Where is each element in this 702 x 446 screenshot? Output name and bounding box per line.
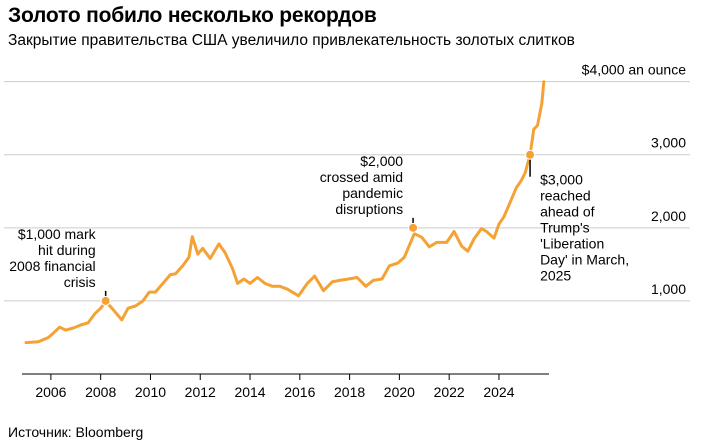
x-tick-label-2024: 2024 <box>483 384 514 400</box>
annotation-line-1-1: crossed amid <box>320 169 403 185</box>
y-tick-label-1000: 1,000 <box>651 281 686 297</box>
annotation-line-1-0: $2,000 <box>360 153 403 169</box>
x-tick-label-2020: 2020 <box>384 384 415 400</box>
annotation-line-0-0: $1,000 mark <box>18 226 97 242</box>
y-tick-label-4000: $4,000 an ounce <box>582 62 687 78</box>
y-tick-label-3000: 3,000 <box>651 135 686 151</box>
x-tick-label-2008: 2008 <box>85 384 116 400</box>
source-note: Источник: Bloomberg <box>8 424 144 440</box>
x-tick-label-2022: 2022 <box>434 384 465 400</box>
price-series <box>24 80 546 345</box>
x-tick-label-2010: 2010 <box>135 384 166 400</box>
x-tick-label-2006: 2006 <box>35 384 66 400</box>
annotation-line-2-0: $3,000 <box>540 172 583 188</box>
annotation-line-0-3: crisis <box>64 274 96 290</box>
x-tick-label-2012: 2012 <box>185 384 216 400</box>
x-tick-label-2016: 2016 <box>284 384 315 400</box>
annotation-line-2-2: ahead of <box>540 204 595 220</box>
chart-subtitle: Закрытие правительства США увеличило при… <box>8 32 575 49</box>
gridlines <box>4 81 690 302</box>
annotation-line-0-2: 2008 financial <box>9 258 95 274</box>
annotation-text-2: $3,000 reached ahead of Trump's 'Liberation D… <box>540 172 629 284</box>
annotation-marker-1 <box>408 222 419 233</box>
y-axis-labels: 1,000 2,000 3,000 $4,000 an ounce <box>582 62 687 297</box>
annotation-line-1-3: disruptions <box>335 201 403 217</box>
annotations: $1,000 mark hit during 2008 financial crisi… <box>9 149 629 306</box>
annotation-marker-2 <box>525 149 536 160</box>
annotation-line-1-2: pandemic <box>342 185 403 201</box>
annotation-line-0-1: hit during <box>38 242 96 258</box>
x-tick-label-2018: 2018 <box>334 384 365 400</box>
annotation-marker-0 <box>100 295 111 306</box>
x-tick-label-2014: 2014 <box>234 384 265 400</box>
annotation-text-1: $2,000 crossed amid pandemic disruptions <box>320 153 403 217</box>
annotation-text-0: $1,000 mark hit during 2008 financial crisi… <box>9 226 96 290</box>
series-line-0 <box>24 80 546 345</box>
annotation-line-2-4: 'Liberation <box>540 236 604 252</box>
annotation-line-2-3: Trump's <box>540 220 590 236</box>
y-tick-label-2000: 2,000 <box>651 208 686 224</box>
annotation-line-2-6: 2025 <box>540 268 571 284</box>
annotation-line-2-1: reached <box>540 188 591 204</box>
x-axis: 2006 2008 2010 2012 2014 2016 2018 2020 2022 2024 <box>22 373 549 400</box>
chart-title: Золото побило несколько рекордов <box>8 4 377 27</box>
annotation-line-2-5: Day' in March, <box>540 252 629 268</box>
